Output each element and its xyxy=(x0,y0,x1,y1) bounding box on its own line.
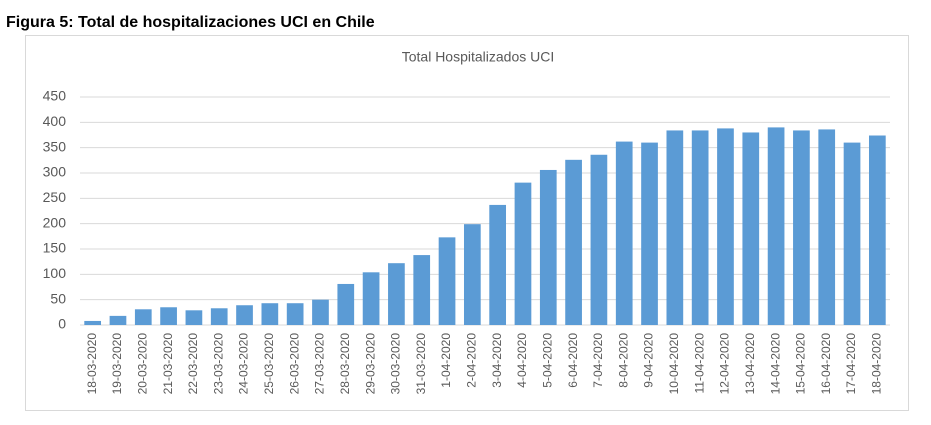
bar xyxy=(388,263,405,325)
x-tick-label: 2-04-2020 xyxy=(465,333,479,388)
bar xyxy=(590,154,608,325)
x-tick-label: 9-04-2020 xyxy=(642,333,656,388)
y-tick-label: 100 xyxy=(43,265,67,281)
x-tick-label: 18-04-2020 xyxy=(870,333,884,395)
bar xyxy=(185,310,203,325)
bar xyxy=(236,305,253,325)
y-tick-label: 250 xyxy=(43,189,67,205)
bar xyxy=(641,142,658,325)
bar xyxy=(413,255,431,325)
bar xyxy=(134,309,152,325)
x-tick-label: 19-03-2020 xyxy=(110,333,124,395)
bar xyxy=(514,182,532,325)
bar xyxy=(337,283,355,325)
bar xyxy=(717,128,734,325)
y-tick-label: 350 xyxy=(43,138,67,154)
x-tick-label: 29-03-2020 xyxy=(363,333,377,395)
x-tick-label: 31-03-2020 xyxy=(414,333,428,395)
bar xyxy=(691,130,709,325)
x-tick-label: 16-04-2020 xyxy=(819,333,833,395)
x-tick-label: 8-04-2020 xyxy=(616,333,630,388)
x-tick-label: 14-04-2020 xyxy=(768,333,782,395)
x-tick-label: 26-03-2020 xyxy=(287,333,301,395)
bar xyxy=(742,132,760,325)
bar xyxy=(286,303,304,325)
x-tick-label: 25-03-2020 xyxy=(262,333,276,395)
bar xyxy=(843,142,861,325)
bar xyxy=(565,159,582,325)
x-tick-label: 30-03-2020 xyxy=(389,333,403,395)
x-tick-label: 11-04-2020 xyxy=(692,333,706,394)
x-tick-label: 4-04-2020 xyxy=(515,333,529,388)
x-tick-label: 5-04-2020 xyxy=(540,333,554,388)
bar xyxy=(539,169,557,325)
bar xyxy=(210,308,228,325)
x-tick-label: 3-04-2020 xyxy=(490,333,504,388)
x-tick-label: 7-04-2020 xyxy=(591,333,605,388)
x-tick-label: 18-03-2020 xyxy=(85,333,99,395)
bar xyxy=(818,129,836,325)
y-tick-label: 0 xyxy=(58,316,66,332)
x-tick-label: 15-04-2020 xyxy=(794,333,808,395)
bar xyxy=(362,272,380,325)
x-tick-label: 22-03-2020 xyxy=(186,333,200,395)
bar xyxy=(615,141,633,325)
y-tick-label: 200 xyxy=(43,214,67,230)
bar xyxy=(438,237,456,325)
bar xyxy=(109,315,127,325)
x-tick-label: 13-04-2020 xyxy=(743,333,757,395)
chart-frame xyxy=(25,35,909,411)
bar xyxy=(261,303,279,325)
bar xyxy=(793,130,810,325)
bar xyxy=(489,204,507,325)
x-tick-label: 6-04-2020 xyxy=(566,333,580,388)
x-tick-label: 27-03-2020 xyxy=(313,333,327,395)
x-tick-label: 1-04-2020 xyxy=(439,333,453,388)
x-tick-label: 23-03-2020 xyxy=(211,333,225,395)
y-tick-label: 400 xyxy=(43,113,67,129)
x-tick-label: 20-03-2020 xyxy=(135,333,149,395)
bar xyxy=(160,307,177,325)
y-tick-label: 150 xyxy=(43,240,67,256)
figure-heading: Figura 5: Total de hospitalizaciones UCI… xyxy=(6,14,375,31)
x-tick-label: 10-04-2020 xyxy=(667,333,681,395)
y-tick-label: 50 xyxy=(50,290,66,306)
bar xyxy=(868,135,886,325)
bar xyxy=(312,299,329,325)
bar xyxy=(767,127,785,326)
x-tick-label: 17-04-2020 xyxy=(844,333,858,395)
bar xyxy=(84,320,102,325)
chart-title: Total Hospitalizados UCI xyxy=(402,49,555,65)
x-tick-label: 28-03-2020 xyxy=(338,333,352,395)
bar xyxy=(463,224,481,325)
bar xyxy=(666,130,684,325)
y-tick-label: 300 xyxy=(43,164,67,180)
y-tick-label: 450 xyxy=(43,88,67,104)
x-tick-label: 21-03-2020 xyxy=(161,333,175,395)
x-tick-label: 24-03-2020 xyxy=(237,333,251,395)
x-tick-label: 12-04-2020 xyxy=(718,333,732,395)
